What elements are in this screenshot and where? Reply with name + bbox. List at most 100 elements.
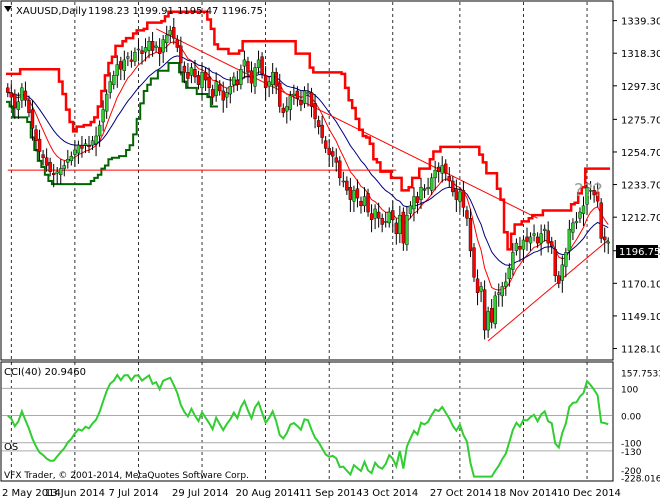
cci-plot-frame	[0, 361, 614, 482]
candle-body	[384, 221, 388, 223]
price-axis-label: 1318.30	[621, 49, 660, 60]
candle-body	[9, 92, 13, 98]
price-axis-label: 1128.10	[621, 345, 660, 356]
candle-body	[341, 180, 346, 183]
cci-axis-label: -200	[621, 467, 642, 477]
candle-body	[398, 214, 402, 234]
candle-body	[352, 190, 356, 202]
candle-body	[550, 241, 554, 247]
date-axis-label: 7 Jul 2014	[108, 488, 158, 499]
candle-body	[475, 278, 480, 293]
candle-body	[41, 154, 45, 158]
price-axis-label: 1149.10	[621, 312, 660, 323]
candle-body	[507, 267, 512, 280]
candle-body	[514, 242, 519, 252]
candle-body	[23, 90, 28, 101]
candle-body	[401, 211, 406, 244]
candle-body	[581, 205, 586, 214]
candle-body	[497, 292, 501, 295]
price-axis-label: 1212.70	[621, 213, 660, 224]
candle-body	[595, 191, 600, 202]
candle-body	[150, 41, 155, 51]
candle-body	[447, 176, 451, 182]
candle-body	[161, 39, 165, 53]
candle-body	[394, 222, 399, 234]
date-axis-label: 18 Nov 2014	[493, 488, 557, 499]
date-axis-label: 27 Oct 2014	[430, 488, 492, 499]
candle-body	[299, 100, 303, 106]
candle-body	[249, 70, 254, 84]
symbol-dropdown-icon[interactable]	[4, 6, 12, 12]
candle-body	[465, 210, 469, 219]
candle-body	[348, 187, 353, 200]
candle-body	[232, 76, 236, 85]
candle-body	[186, 72, 190, 79]
candle-body	[13, 93, 17, 109]
candle-body	[574, 221, 579, 224]
candle-body	[253, 67, 257, 87]
candle-body	[235, 79, 240, 85]
candle-body	[525, 236, 529, 242]
candle-body	[429, 177, 434, 191]
candle-body	[73, 149, 77, 155]
candle-body	[101, 109, 105, 123]
candle-body	[422, 188, 427, 191]
candle-body	[119, 61, 123, 70]
candle-body	[578, 211, 582, 219]
candle-body	[221, 90, 225, 101]
ohlc-values: 1198.23 1199.91 1195.47 1196.75	[88, 6, 263, 17]
candle-body	[295, 90, 300, 99]
candle-body	[147, 41, 151, 51]
candle-body	[366, 193, 370, 213]
candle-body	[359, 200, 363, 207]
candle-body	[97, 124, 102, 137]
candle-body	[327, 148, 331, 155]
candle-body	[104, 93, 109, 112]
candle-body	[444, 163, 448, 174]
candle-body	[539, 233, 543, 244]
candle-body	[285, 106, 289, 112]
candle-body	[143, 47, 148, 53]
main-plot-frame	[0, 0, 614, 361]
candle-body	[80, 145, 84, 149]
candle-body	[355, 188, 360, 199]
price-axis-label: 1233.70	[621, 181, 660, 192]
candle-body	[179, 45, 183, 64]
symbol-label: XAUUSD,Daily	[16, 6, 87, 17]
candle-body	[603, 236, 607, 241]
trailing-stop-step-line	[6, 62, 218, 186]
candle-body	[511, 252, 515, 270]
candle-body	[200, 72, 204, 89]
candle-body	[16, 101, 21, 110]
candle-body	[129, 59, 134, 62]
candle-body	[323, 140, 328, 149]
candle-body	[239, 69, 243, 85]
date-axis-label: 3 Oct 2014	[363, 488, 418, 499]
candle-body	[320, 124, 324, 138]
candle-body	[136, 48, 141, 51]
question-marks-annotation: ???	[574, 180, 603, 201]
candle-body	[34, 129, 38, 141]
candle-body	[83, 143, 88, 146]
current-price-label: 1196.75	[619, 247, 660, 258]
candle-body	[454, 188, 459, 200]
candle-body	[334, 157, 338, 163]
candle-body	[306, 92, 310, 95]
candle-body	[133, 51, 137, 62]
candle-body	[436, 166, 441, 172]
cci-indicator-label: CCI(40) 20.9460	[4, 367, 86, 378]
candle-body	[214, 81, 218, 96]
candle-body	[415, 196, 420, 203]
cci-axis-label: 0.00	[621, 413, 641, 423]
candle-body	[182, 65, 187, 73]
candle-body	[6, 87, 10, 93]
candle-body	[408, 205, 413, 214]
candle-body	[472, 247, 476, 278]
candle-body	[518, 246, 522, 250]
candle-body	[493, 295, 497, 325]
candle-body	[606, 241, 610, 244]
candle-body	[140, 50, 144, 54]
candle-body	[461, 190, 466, 208]
candle-body	[440, 165, 444, 174]
